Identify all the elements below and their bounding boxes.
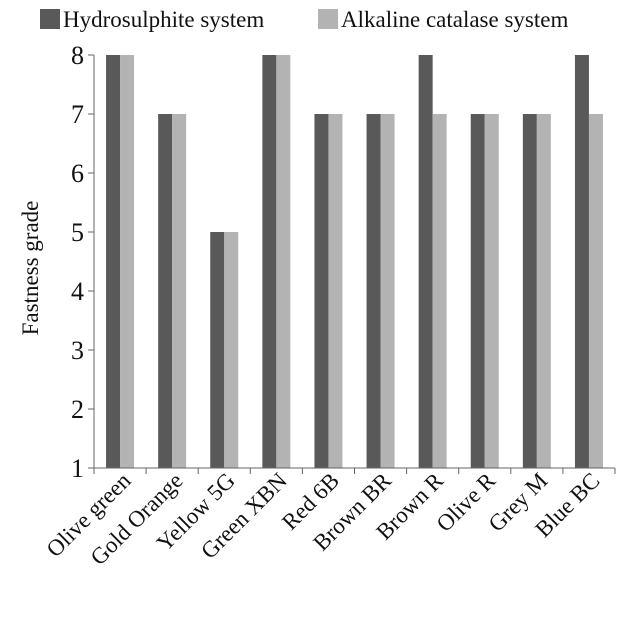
bar-alkaline-catalase-system-grey-m bbox=[536, 114, 551, 468]
bar-alkaline-catalase-system-green-xbn bbox=[276, 55, 291, 468]
bar-hydrosulphite-system-grey-m bbox=[522, 114, 537, 468]
legend: Hydrosulphite system Alkaline catalase s… bbox=[40, 7, 568, 32]
bar-alkaline-catalase-system-brown-br bbox=[380, 114, 395, 468]
bar-hydrosulphite-system-olive-r bbox=[470, 114, 485, 468]
y-tick-label-8: 8 bbox=[71, 41, 84, 70]
bar-hydrosulphite-system-green-xbn bbox=[262, 55, 277, 468]
y-tick-label-5: 5 bbox=[71, 218, 84, 247]
y-tick-label-1: 1 bbox=[71, 454, 84, 483]
bar-alkaline-catalase-system-olive-green bbox=[120, 55, 135, 468]
y-ticks-group: 1 2 3 4 5 6 7 8 bbox=[71, 41, 94, 483]
bar-alkaline-catalase-system-gold-orange bbox=[172, 114, 187, 468]
y-tick-label-4: 4 bbox=[71, 277, 84, 306]
y-tick-label-7: 7 bbox=[71, 100, 84, 129]
bar-alkaline-catalase-system-yellow-5g bbox=[224, 232, 239, 468]
bars-group bbox=[106, 55, 603, 468]
legend-swatch-alkaline-catalase bbox=[318, 9, 338, 29]
bar-hydrosulphite-system-red-6b bbox=[314, 114, 329, 468]
bar-hydrosulphite-system-blue-bc bbox=[574, 55, 589, 468]
legend-swatch-hydrosulphite bbox=[40, 9, 60, 29]
bar-hydrosulphite-system-brown-r bbox=[418, 55, 433, 468]
legend-label-hydrosulphite: Hydrosulphite system bbox=[63, 7, 264, 32]
y-tick-label-2: 2 bbox=[71, 395, 84, 424]
bar-hydrosulphite-system-olive-green bbox=[106, 55, 121, 468]
y-tick-label-3: 3 bbox=[71, 336, 84, 365]
bar-alkaline-catalase-system-brown-r bbox=[432, 114, 447, 468]
legend-label-alkaline-catalase: Alkaline catalase system bbox=[341, 7, 568, 32]
y-axis-title: Fastness grade bbox=[18, 201, 43, 336]
bar-alkaline-catalase-system-olive-r bbox=[484, 114, 499, 468]
bar-alkaline-catalase-system-red-6b bbox=[328, 114, 343, 468]
bar-hydrosulphite-system-yellow-5g bbox=[210, 232, 225, 468]
bar-hydrosulphite-system-brown-br bbox=[366, 114, 381, 468]
bar-alkaline-catalase-system-blue-bc bbox=[588, 114, 603, 468]
bar-hydrosulphite-system-gold-orange bbox=[158, 114, 173, 468]
y-tick-label-6: 6 bbox=[71, 159, 84, 188]
